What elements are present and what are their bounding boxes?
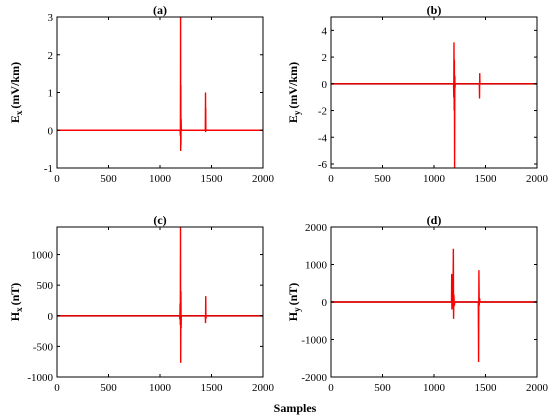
y-tick-label-hy-1: -1000 xyxy=(301,335,327,347)
x-tick-label-ex-3: 1500 xyxy=(201,173,224,185)
y-axis-label-unit-ex: (mV/km) xyxy=(8,62,22,109)
y-axis-label-sub-ex: x xyxy=(14,110,24,115)
x-tick-label-ey-3: 1500 xyxy=(475,173,498,185)
y-tick-label-ex-0: -1 xyxy=(44,163,53,175)
y-axis-label-ey: Ey(mV/km) xyxy=(286,62,302,123)
x-tick-label-ex-0: 0 xyxy=(54,173,60,185)
x-tick-label-ex-1: 500 xyxy=(100,173,117,185)
y-tick-label-hy-0: -2000 xyxy=(301,372,327,384)
y-tick-label-hx-2: 0 xyxy=(48,311,54,323)
y-tick-label-ey-4: 2 xyxy=(322,52,328,64)
y-tick-label-ex-3: 2 xyxy=(48,50,54,62)
y-tick-label-ex-1: 0 xyxy=(48,125,54,137)
plot-frame-hx xyxy=(56,226,264,378)
x-tick-label-ex-4: 2000 xyxy=(252,173,275,185)
y-axis-label-main-ey: E xyxy=(286,115,300,123)
series-hx-0 xyxy=(57,227,263,363)
x-tick-label-ey-0: 0 xyxy=(328,173,334,185)
x-tick-label-ey-4: 2000 xyxy=(526,173,549,185)
x-tick-label-hx-0: 0 xyxy=(54,382,60,394)
y-tick-label-ey-5: 4 xyxy=(322,25,328,37)
y-tick-label-ey-1: -4 xyxy=(318,132,328,144)
y-axis-label-sub-ey: y xyxy=(292,110,302,115)
x-tick-label-ex-2: 1000 xyxy=(149,173,172,185)
y-tick-label-hx-4: 1000 xyxy=(31,250,54,262)
y-axis-label-sub-hx: x xyxy=(14,307,24,312)
y-axis-label-sub-hy: y xyxy=(292,307,302,312)
panel-title-hx: (c) xyxy=(153,213,166,227)
y-axis-label-main-hy: H xyxy=(286,311,300,321)
series-ey-0 xyxy=(331,42,537,168)
plot-frame-ey xyxy=(330,16,538,169)
y-tick-label-ey-3: 0 xyxy=(322,79,328,91)
x-tick-label-hx-4: 2000 xyxy=(252,382,275,394)
x-tick-label-hx-1: 500 xyxy=(100,382,117,394)
y-tick-label-ex-4: 3 xyxy=(48,12,54,24)
y-axis-label-ex: Ex(mV/km) xyxy=(8,62,24,123)
shared-x-axis-label: Samples xyxy=(274,401,317,415)
series-hy-0 xyxy=(331,248,537,363)
x-tick-label-ey-1: 500 xyxy=(374,173,391,185)
x-tick-label-hy-3: 1500 xyxy=(475,382,498,394)
x-tick-label-hy-1: 500 xyxy=(374,382,391,394)
y-tick-label-ey-2: -2 xyxy=(318,106,327,118)
panel-title-ex: (a) xyxy=(153,3,167,17)
x-tick-label-hy-4: 2000 xyxy=(526,382,549,394)
panel-ey: 0 500 1000 1500 2000 -6 -4 -2 0 2 4 (b) Ey(mV/km) xyxy=(286,3,549,185)
x-tick-label-hy-0: 0 xyxy=(328,382,334,394)
x-tick-label-hx-3: 1500 xyxy=(201,382,224,394)
y-axis-label-unit-ey: (mV/km) xyxy=(286,62,300,109)
y-tick-label-ey-0: -6 xyxy=(318,159,328,171)
panel-title-hy: (d) xyxy=(427,213,442,227)
y-axis-label-unit-hx: (nT) xyxy=(8,283,22,306)
panel-hx: 0 500 1000 1500 2000 -1000 -500 0 500 1000 (c) Hx(n… xyxy=(8,213,275,394)
panel-hy: 0 500 1000 1500 2000 -2000 -1000 0 1000 2000 (d) Hy… xyxy=(286,213,549,394)
y-tick-label-hx-1: -500 xyxy=(33,341,54,353)
plot-frame-ex xyxy=(56,16,264,169)
x-tick-label-hx-2: 1000 xyxy=(149,382,172,394)
y-tick-label-ex-2: 1 xyxy=(48,88,54,100)
y-axis-label-hy: Hy(nT) xyxy=(286,283,302,322)
x-tick-label-hy-2: 1000 xyxy=(423,382,446,394)
x-tick-label-ey-2: 1000 xyxy=(423,173,446,185)
y-axis-label-unit-hy: (nT) xyxy=(286,283,300,306)
y-axis-label-main-ex: E xyxy=(8,115,22,123)
y-axis-label-main-hx: H xyxy=(8,311,22,321)
y-tick-label-hx-0: -1000 xyxy=(27,372,53,384)
y-axis-label-hx: Hx(nT) xyxy=(8,283,24,322)
y-tick-label-hy-4: 2000 xyxy=(305,222,328,234)
y-tick-label-hx-3: 500 xyxy=(37,280,54,292)
y-tick-label-hy-3: 1000 xyxy=(305,260,328,272)
series-ex-0 xyxy=(57,17,263,152)
y-tick-label-hy-2: 0 xyxy=(322,297,328,309)
panel-title-ey: (b) xyxy=(427,3,442,17)
